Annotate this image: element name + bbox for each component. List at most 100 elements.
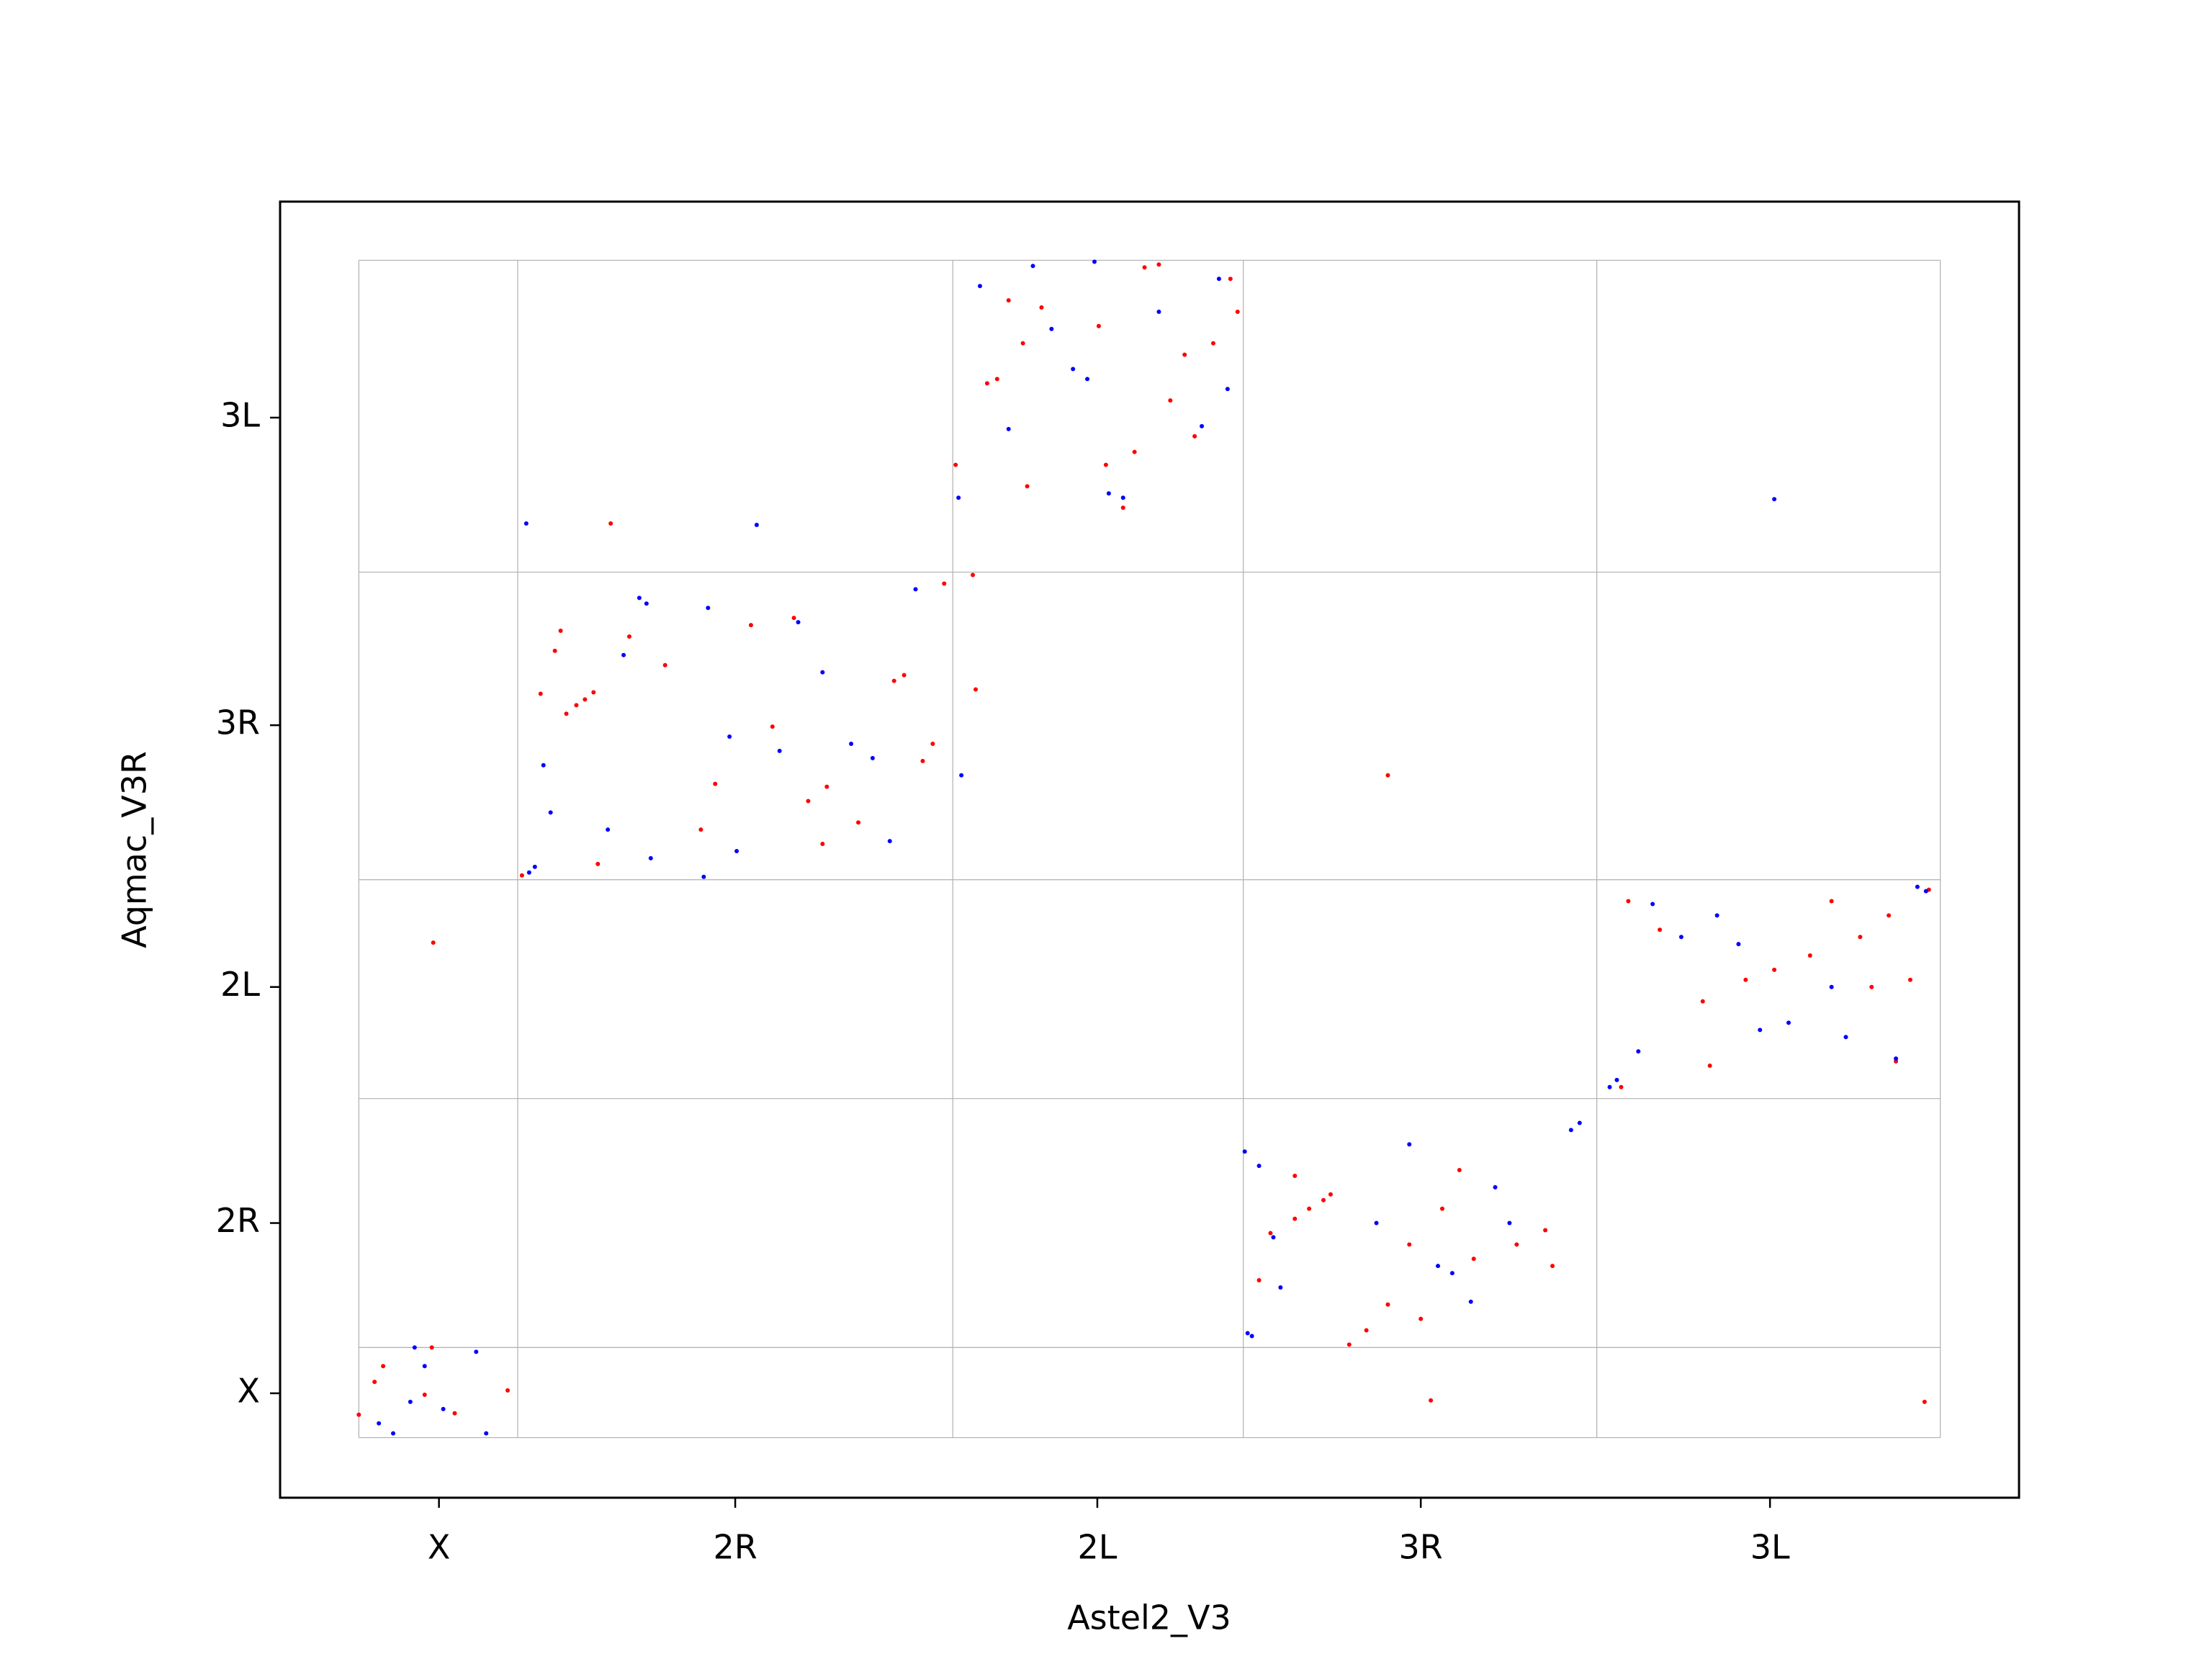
dot [1736, 942, 1741, 947]
dot [977, 284, 982, 289]
dot [1328, 1192, 1333, 1197]
dot [1142, 265, 1147, 270]
dot [595, 861, 601, 866]
dot [377, 1421, 382, 1426]
dot [994, 377, 999, 382]
dot [1085, 377, 1090, 382]
dot [902, 673, 907, 678]
dot [1200, 423, 1205, 428]
dot [422, 1392, 427, 1397]
dot [974, 687, 978, 692]
x-axis-label: Astel2_V3 [1067, 1599, 1231, 1637]
dot [942, 581, 947, 586]
dot [1894, 1056, 1899, 1061]
dot [1457, 1168, 1462, 1173]
dot [1650, 902, 1655, 907]
dot [1245, 1331, 1250, 1336]
dot [820, 670, 825, 675]
plot-frame [279, 200, 2020, 1499]
dot [474, 1349, 479, 1354]
dot [1006, 426, 1011, 431]
dot [953, 462, 958, 467]
dot [1210, 341, 1215, 346]
dot [1249, 1334, 1254, 1339]
dot [820, 842, 825, 847]
dot [1636, 1049, 1641, 1054]
dot [1346, 1342, 1352, 1347]
dot [1786, 1020, 1791, 1025]
dot [1700, 999, 1705, 1004]
dot [1439, 1206, 1444, 1211]
dot [1714, 913, 1719, 918]
y-tick-label: 2R [216, 1201, 260, 1240]
dot [1228, 276, 1233, 282]
dot [1385, 773, 1390, 778]
dot [1025, 484, 1030, 489]
dot [1923, 889, 1928, 894]
dot [1321, 1197, 1326, 1202]
dot [856, 820, 861, 825]
dot [1120, 495, 1125, 500]
dot [1256, 1278, 1262, 1283]
dot [734, 848, 739, 853]
dot [706, 606, 711, 611]
dot [452, 1411, 457, 1416]
dot [1915, 884, 1920, 889]
dot [1419, 1316, 1424, 1321]
dot [1216, 276, 1221, 282]
dot [1468, 1299, 1473, 1304]
dot [1106, 491, 1111, 496]
dot [429, 1345, 434, 1350]
dot [526, 870, 531, 875]
dot [408, 1399, 413, 1404]
dot [422, 1364, 427, 1369]
dot [1869, 984, 1874, 989]
dot [1278, 1285, 1283, 1290]
dot [564, 711, 569, 716]
dot [1268, 1231, 1273, 1236]
dot [1103, 462, 1108, 467]
dot [532, 864, 537, 869]
dot [1168, 398, 1173, 403]
dot [1743, 977, 1748, 982]
dot [1436, 1264, 1441, 1269]
dot [1020, 341, 1025, 346]
dot [1364, 1328, 1369, 1333]
dot [608, 521, 613, 526]
y-tick-label: 2L [220, 965, 260, 1004]
dot [548, 810, 553, 815]
y-axis-label: Aqmac_V3R [115, 751, 154, 948]
dot [1772, 967, 1777, 972]
dot [441, 1406, 446, 1411]
dot [1182, 352, 1187, 357]
dot [796, 620, 801, 625]
dot [849, 741, 854, 746]
dot [1907, 977, 1912, 982]
dot [1096, 323, 1101, 328]
dot [591, 690, 596, 695]
dot [913, 587, 918, 592]
dot [1292, 1173, 1298, 1178]
dot [1514, 1242, 1519, 1247]
dot [777, 748, 782, 753]
dot [484, 1431, 489, 1436]
dot [1092, 259, 1097, 264]
dot [1607, 1084, 1612, 1089]
dot [1071, 367, 1076, 372]
dot [552, 648, 557, 653]
dot [1550, 1264, 1555, 1269]
dot [824, 784, 830, 789]
dot [558, 629, 563, 634]
y-tick-label: 3R [216, 703, 260, 742]
x-tick-label: 2L [1077, 1528, 1117, 1567]
x-tick-label: X [428, 1528, 451, 1567]
dot [1235, 309, 1240, 314]
dot [1292, 1216, 1298, 1221]
x-tick-label: 2R [713, 1528, 757, 1567]
dot [870, 755, 875, 760]
dot [372, 1380, 377, 1385]
dot [1307, 1206, 1312, 1211]
dot [356, 1412, 361, 1417]
dot [791, 616, 796, 621]
